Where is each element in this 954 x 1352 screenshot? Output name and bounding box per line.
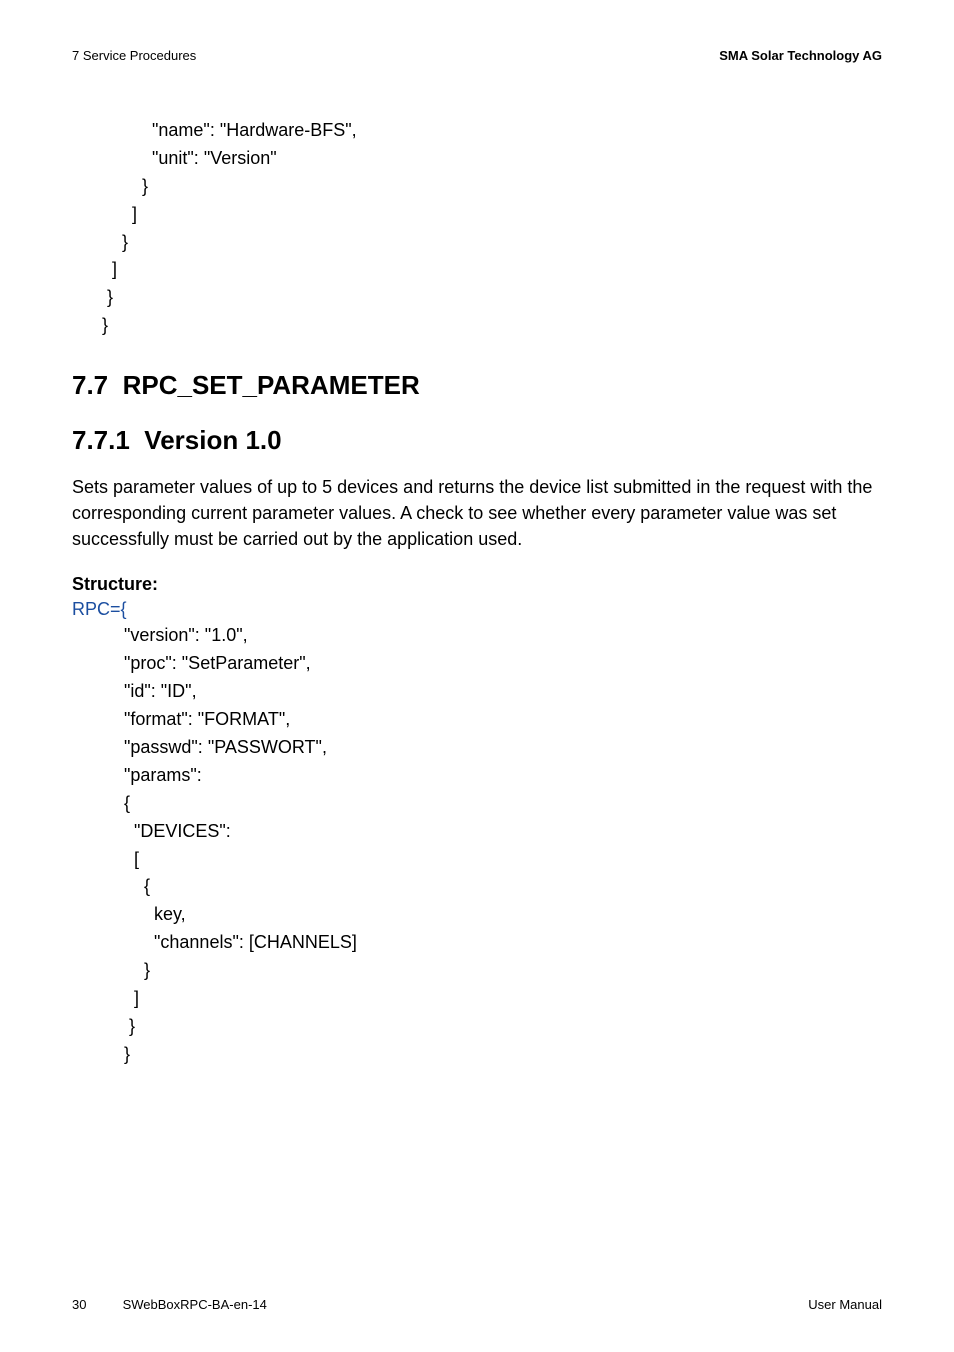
footer-right: User Manual: [808, 1297, 882, 1312]
page-header: 7 Service Procedures SMA Solar Technolog…: [72, 48, 882, 63]
top-code-block: "name": "Hardware-BFS", "unit": "Version…: [102, 117, 882, 340]
footer-page-number: 30: [72, 1297, 86, 1312]
page: 7 Service Procedures SMA Solar Technolog…: [0, 0, 954, 1352]
intro-paragraph: Sets parameter values of up to 5 devices…: [72, 474, 882, 552]
page-footer: 30 SWebBoxRPC-BA-en-14 User Manual: [72, 1297, 882, 1312]
section-number: 7.7: [72, 370, 108, 400]
footer-left: 30 SWebBoxRPC-BA-en-14: [72, 1297, 267, 1312]
header-right: SMA Solar Technology AG: [719, 48, 882, 63]
section-heading: 7.7 RPC_SET_PARAMETER: [72, 370, 882, 401]
section-title: RPC_SET_PARAMETER: [123, 370, 420, 400]
subsection-heading: 7.7.1 Version 1.0: [72, 425, 882, 456]
subsection-number: 7.7.1: [72, 425, 130, 455]
rpc-open-line: RPC={: [72, 599, 882, 620]
footer-doc-id: SWebBoxRPC-BA-en-14: [123, 1297, 267, 1312]
structure-code-block: "version": "1.0", "proc": "SetParameter"…: [124, 622, 882, 1068]
structure-label: Structure:: [72, 574, 882, 595]
subsection-title: Version 1.0: [144, 425, 281, 455]
header-left: 7 Service Procedures: [72, 48, 196, 63]
